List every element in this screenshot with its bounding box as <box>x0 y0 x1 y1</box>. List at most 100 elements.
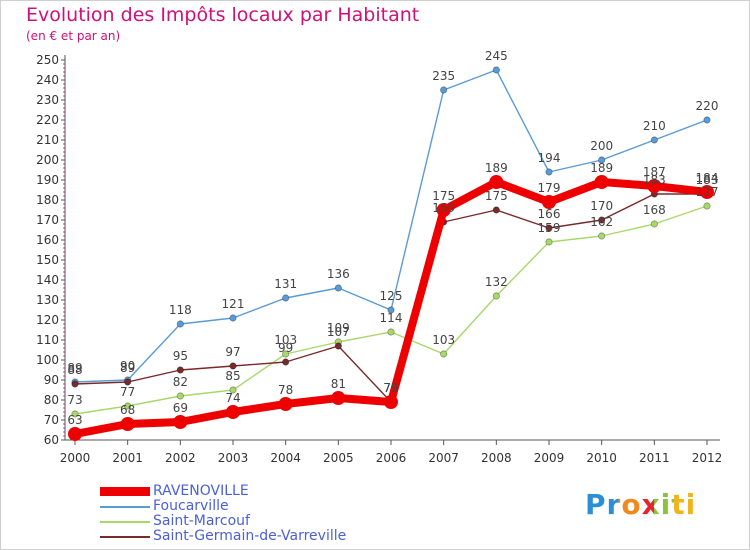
data-label: 85 <box>225 369 240 383</box>
y-tick-label: 80 <box>44 393 59 407</box>
legend-swatch <box>100 536 150 538</box>
data-label: 103 <box>432 333 455 347</box>
data-label: 210 <box>643 119 666 133</box>
data-label: 162 <box>590 215 613 229</box>
legend-item-ravenoville: RAVENOVILLE <box>100 483 420 500</box>
data-label: 179 <box>538 181 561 195</box>
data-label: 107 <box>327 325 350 339</box>
data-label: 90 <box>120 359 135 373</box>
data-point <box>120 417 135 431</box>
data-label: 103 <box>274 333 297 347</box>
data-label: 73 <box>67 393 82 407</box>
y-tick-label: 220 <box>36 113 59 127</box>
data-label: 88 <box>67 363 82 377</box>
data-label: 95 <box>173 349 188 363</box>
y-tick-label: 160 <box>36 233 59 247</box>
proxiti-logo: Proxiti <box>585 488 696 521</box>
data-point <box>282 294 290 302</box>
data-label: 77 <box>120 385 135 399</box>
data-point <box>71 410 79 418</box>
data-label: 63 <box>67 413 82 427</box>
y-tick-label: 120 <box>36 313 59 327</box>
y-tick-label: 250 <box>36 53 59 67</box>
legend-swatch <box>100 521 150 523</box>
data-label: 79 <box>383 381 398 395</box>
data-point <box>68 427 82 441</box>
data-label: 114 <box>380 311 403 325</box>
data-label: 183 <box>696 173 719 187</box>
data-point <box>331 391 346 405</box>
data-label: 109 <box>327 321 350 335</box>
data-label: 81 <box>331 377 346 391</box>
data-point <box>176 392 184 400</box>
data-point <box>700 185 714 199</box>
x-tick-label: 2009 <box>534 451 565 465</box>
legend-item-saint-germain: Saint-Germain-de-Varreville <box>100 528 420 545</box>
logo-text: Proxiti <box>585 488 697 521</box>
data-label: 175 <box>432 189 455 203</box>
data-label: 220 <box>696 99 719 113</box>
data-label: 159 <box>538 221 561 235</box>
chart-title: Evolution des Impôts locaux par Habitant <box>26 4 420 26</box>
data-label: 187 <box>643 165 666 179</box>
data-label: 169 <box>432 201 455 215</box>
data-label: 136 <box>327 267 350 281</box>
data-label: 184 <box>696 171 719 185</box>
data-label: 189 <box>485 161 508 175</box>
data-label: 175 <box>485 189 508 203</box>
data-label: 69 <box>173 401 188 415</box>
y-tick-label: 140 <box>36 273 59 287</box>
data-point <box>440 86 448 94</box>
data-point <box>278 397 293 411</box>
x-tick-label: 2002 <box>165 451 196 465</box>
legend-swatch <box>100 506 150 508</box>
data-point <box>703 202 711 210</box>
y-tick-label: 230 <box>36 93 59 107</box>
data-label: 189 <box>590 161 613 175</box>
y-tick-label: 200 <box>36 153 59 167</box>
x-tick-label: 2008 <box>481 451 512 465</box>
data-label: 170 <box>590 199 613 213</box>
data-label: 79 <box>383 381 398 395</box>
legend-label: Saint-Germain-de-Varreville <box>153 528 347 544</box>
y-tick-label: 190 <box>36 173 59 187</box>
data-label: 183 <box>643 173 666 187</box>
x-tick-label: 2000 <box>60 451 91 465</box>
y-tick-label: 130 <box>36 293 59 307</box>
data-label: 245 <box>485 49 508 63</box>
data-point <box>173 415 188 429</box>
y-tick-label: 180 <box>36 193 59 207</box>
data-label: 125 <box>380 289 403 303</box>
data-point <box>545 238 553 246</box>
y-tick-label: 110 <box>36 333 59 347</box>
data-label: 89 <box>67 361 82 375</box>
y-tick-label: 70 <box>44 413 59 427</box>
data-label: 132 <box>485 275 508 289</box>
data-label: 177 <box>696 185 719 199</box>
data-point <box>489 175 504 189</box>
y-tick-label: 90 <box>44 373 59 387</box>
data-point <box>229 362 237 370</box>
legend-item-foucarville: Foucarville <box>100 498 420 515</box>
data-point <box>124 402 132 410</box>
data-point <box>598 156 606 164</box>
legend-label: RAVENOVILLE <box>153 483 249 499</box>
data-label: 235 <box>432 69 455 83</box>
y-tick-label: 210 <box>36 133 59 147</box>
legend-swatch <box>100 487 150 496</box>
data-point <box>229 386 237 394</box>
x-tick-label: 2012 <box>692 451 723 465</box>
x-tick-label: 2010 <box>586 451 617 465</box>
data-point <box>226 405 240 419</box>
y-tick-label: 240 <box>36 73 59 87</box>
data-label: 97 <box>225 345 240 359</box>
data-point <box>387 328 395 336</box>
data-point <box>387 306 395 314</box>
legend-label: Saint-Marcouf <box>153 513 250 529</box>
y-tick-label: 170 <box>36 213 59 227</box>
data-label: 99 <box>278 341 293 355</box>
data-point <box>229 314 237 322</box>
data-point <box>436 203 451 217</box>
data-point <box>703 116 711 124</box>
